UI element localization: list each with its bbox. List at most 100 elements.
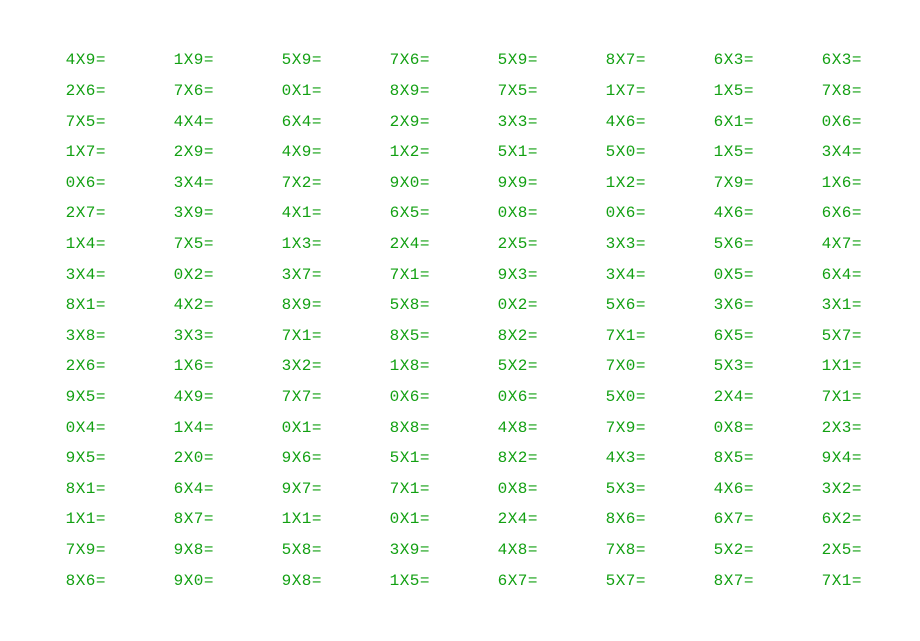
table-cell: 4X9=	[28, 45, 136, 76]
table-cell: 1X2=	[352, 137, 460, 168]
table-cell: 5X8=	[244, 535, 352, 566]
table-cell: 8X1=	[28, 474, 136, 505]
table-cell: 7X1=	[244, 320, 352, 351]
table-cell: 9X3=	[460, 259, 568, 290]
table-cell: 1X4=	[136, 412, 244, 443]
multiplication-table: 4X9=1X9=5X9=7X6=5X9=8X7=6X3=6X3=2X6=7X6=…	[0, 0, 920, 641]
table-cell: 4X4=	[136, 106, 244, 137]
table-cell: 4X6=	[676, 474, 784, 505]
table-cell: 4X9=	[244, 137, 352, 168]
table-cell: 4X1=	[244, 198, 352, 229]
table-cell: 8X2=	[460, 320, 568, 351]
table-cell: 2X3=	[784, 412, 892, 443]
table-cell: 5X7=	[568, 565, 676, 596]
table-cell: 7X8=	[568, 535, 676, 566]
table-cell: 8X9=	[244, 290, 352, 321]
table-cell: 4X6=	[676, 198, 784, 229]
table-cell: 9X8=	[136, 535, 244, 566]
table-cell: 5X2=	[676, 535, 784, 566]
table-cell: 6X5=	[676, 320, 784, 351]
table-cell: 8X6=	[568, 504, 676, 535]
table-cell: 6X1=	[676, 106, 784, 137]
table-cell: 4X8=	[460, 535, 568, 566]
table-cell: 5X3=	[568, 474, 676, 505]
table-cell: 1X3=	[244, 229, 352, 260]
table-cell: 4X2=	[136, 290, 244, 321]
table-cell: 3X2=	[244, 351, 352, 382]
table-cell: 3X7=	[244, 259, 352, 290]
table-cell: 5X6=	[568, 290, 676, 321]
table-cell: 8X9=	[352, 76, 460, 107]
table-cell: 4X8=	[460, 412, 568, 443]
table-cell: 0X8=	[460, 474, 568, 505]
table-cell: 0X5=	[676, 259, 784, 290]
table-cell: 1X6=	[136, 351, 244, 382]
table-cell: 2X9=	[136, 137, 244, 168]
table-cell: 7X9=	[28, 535, 136, 566]
table-cell: 1X5=	[676, 137, 784, 168]
table-cell: 7X5=	[136, 229, 244, 260]
table-cell: 5X0=	[568, 382, 676, 413]
table-cell: 1X8=	[352, 351, 460, 382]
table-cell: 7X5=	[460, 76, 568, 107]
table-cell: 8X1=	[28, 290, 136, 321]
table-cell: 2X4=	[676, 382, 784, 413]
table-cell: 9X4=	[784, 443, 892, 474]
table-cell: 9X0=	[136, 565, 244, 596]
table-cell: 4X3=	[568, 443, 676, 474]
table-cell: 8X8=	[352, 412, 460, 443]
table-cell: 0X6=	[460, 382, 568, 413]
table-cell: 3X8=	[28, 320, 136, 351]
table-cell: 7X7=	[244, 382, 352, 413]
table-cell: 9X8=	[244, 565, 352, 596]
table-cell: 2X4=	[460, 504, 568, 535]
table-cell: 1X7=	[568, 76, 676, 107]
table-cell: 2X0=	[136, 443, 244, 474]
table-cell: 7X8=	[784, 76, 892, 107]
table-cell: 9X7=	[244, 474, 352, 505]
table-cell: 5X9=	[460, 45, 568, 76]
table-cell: 1X7=	[28, 137, 136, 168]
table-cell: 3X4=	[136, 167, 244, 198]
table-cell: 0X6=	[784, 106, 892, 137]
table-cell: 6X2=	[784, 504, 892, 535]
table-cell: 9X5=	[28, 382, 136, 413]
table-cell: 3X9=	[136, 198, 244, 229]
table-cell: 7X5=	[28, 106, 136, 137]
table-cell: 5X0=	[568, 137, 676, 168]
table-cell: 3X9=	[352, 535, 460, 566]
table-cell: 6X6=	[784, 198, 892, 229]
table-cell: 7X1=	[352, 259, 460, 290]
table-cell: 1X1=	[28, 504, 136, 535]
table-cell: 5X1=	[352, 443, 460, 474]
table-cell: 5X2=	[460, 351, 568, 382]
table-cell: 1X6=	[784, 167, 892, 198]
table-cell: 8X7=	[136, 504, 244, 535]
table-cell: 0X8=	[460, 198, 568, 229]
table-cell: 7X6=	[352, 45, 460, 76]
table-cell: 9X5=	[28, 443, 136, 474]
table-cell: 3X4=	[568, 259, 676, 290]
table-cell: 7X0=	[568, 351, 676, 382]
table-cell: 0X1=	[352, 504, 460, 535]
table-cell: 2X5=	[460, 229, 568, 260]
table-cell: 9X9=	[460, 167, 568, 198]
table-cell: 3X6=	[676, 290, 784, 321]
table-cell: 7X9=	[676, 167, 784, 198]
table-cell: 6X5=	[352, 198, 460, 229]
table-cell: 7X1=	[784, 565, 892, 596]
table-cell: 2X6=	[28, 351, 136, 382]
table-cell: 1X4=	[28, 229, 136, 260]
table-cell: 1X9=	[136, 45, 244, 76]
table-cell: 3X4=	[28, 259, 136, 290]
table-cell: 2X7=	[28, 198, 136, 229]
table-cell: 7X1=	[568, 320, 676, 351]
table-cell: 8X7=	[676, 565, 784, 596]
table-cell: 0X6=	[568, 198, 676, 229]
table-cell: 1X2=	[568, 167, 676, 198]
table-cell: 2X9=	[352, 106, 460, 137]
table-cell: 0X6=	[352, 382, 460, 413]
table-cell: 5X1=	[460, 137, 568, 168]
table-cell: 5X7=	[784, 320, 892, 351]
table-cell: 9X6=	[244, 443, 352, 474]
